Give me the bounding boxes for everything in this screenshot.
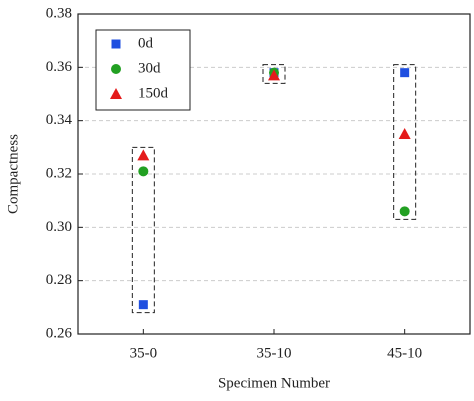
x-tick-label: 35-10	[257, 345, 292, 361]
y-tick-label: 0.32	[46, 165, 72, 181]
x-tick-label: 45-10	[387, 345, 422, 361]
x-tick-label: 35-0	[130, 345, 158, 361]
group-box	[262, 64, 286, 84]
legend-marker	[111, 64, 121, 74]
group-box	[131, 146, 155, 314]
y-axis-title: Compactness	[5, 134, 21, 214]
legend-marker	[111, 39, 121, 49]
point	[399, 206, 410, 217]
group-box	[393, 64, 417, 220]
legend-label: 150d	[138, 85, 169, 101]
y-tick-label: 0.30	[46, 219, 72, 235]
y-tick-label: 0.38	[46, 5, 72, 21]
point	[138, 300, 148, 310]
point	[398, 128, 411, 139]
y-tick-label: 0.36	[46, 59, 73, 75]
point	[400, 68, 410, 78]
point	[138, 166, 149, 177]
legend-marker	[110, 88, 122, 99]
y-tick-label: 0.28	[46, 272, 72, 288]
y-tick-label: 0.26	[46, 325, 73, 341]
legend-label: 30d	[138, 60, 161, 76]
point	[137, 149, 150, 161]
point	[268, 69, 280, 81]
y-tick-label: 0.34	[46, 112, 73, 128]
legend-label: 0d	[138, 35, 154, 51]
x-axis-title: Specimen Number	[218, 375, 330, 391]
